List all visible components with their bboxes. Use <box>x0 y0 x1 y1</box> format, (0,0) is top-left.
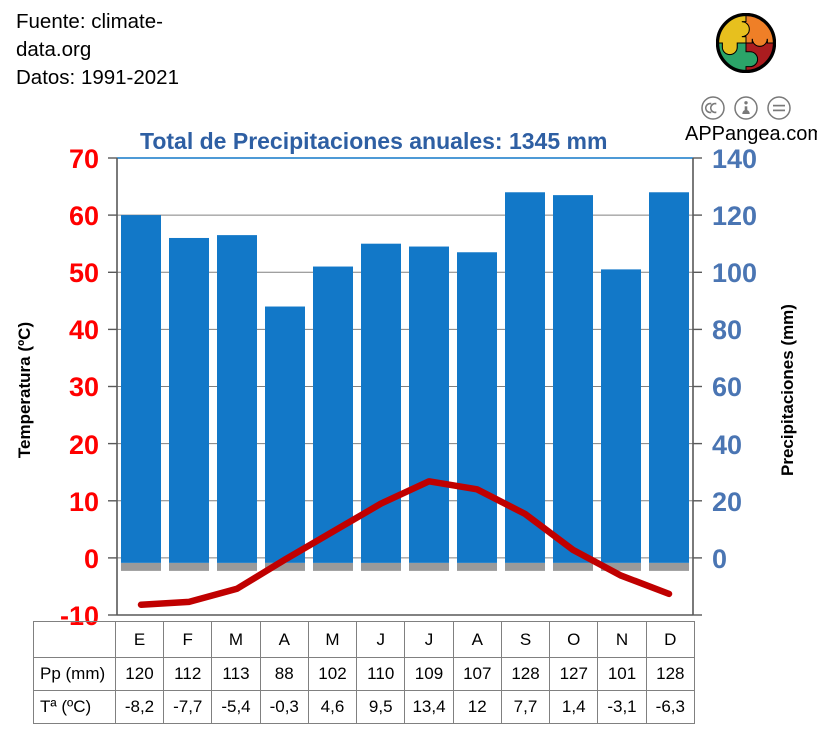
svg-text:30: 30 <box>69 372 99 402</box>
svg-text:20: 20 <box>712 487 742 517</box>
svg-text:70: 70 <box>69 144 99 174</box>
svg-text:10: 10 <box>69 487 99 517</box>
svg-text:60: 60 <box>712 372 742 402</box>
svg-text:40: 40 <box>69 315 99 345</box>
svg-text:20: 20 <box>69 430 99 460</box>
svg-text:80: 80 <box>712 315 742 345</box>
svg-text:Temperatura (ºC): Temperatura (ºC) <box>15 322 34 458</box>
svg-text:100: 100 <box>712 258 757 288</box>
svg-text:40: 40 <box>712 430 742 460</box>
svg-text:Precipitaciones (mm): Precipitaciones (mm) <box>778 304 797 476</box>
svg-text:50: 50 <box>69 258 99 288</box>
svg-text:0: 0 <box>712 544 727 574</box>
svg-text:140: 140 <box>712 144 757 174</box>
svg-text:0: 0 <box>84 544 99 574</box>
svg-text:120: 120 <box>712 201 757 231</box>
svg-text:60: 60 <box>69 201 99 231</box>
